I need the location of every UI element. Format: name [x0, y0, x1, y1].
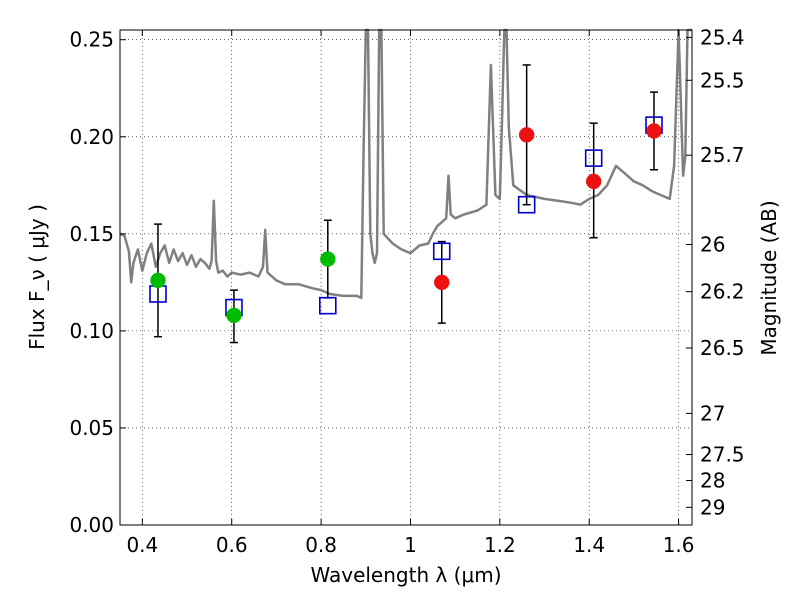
y-axis-label: Flux F_ν ( μJy ): [25, 204, 49, 350]
right-tick-label: 26.5: [700, 336, 745, 360]
x-tick-label: 1.2: [484, 533, 516, 557]
model-square-marker: [584, 149, 603, 167]
right-tick-label: 25.4: [700, 25, 745, 49]
model-square-marker: [517, 195, 536, 214]
y-tick-label: 0.15: [69, 222, 114, 246]
right-tick-label: 27.5: [700, 443, 745, 467]
x-tick-label: 0.4: [126, 533, 158, 557]
observed-circle-marker: [226, 307, 242, 324]
y-tick-label: 0.00: [69, 513, 114, 537]
x-axis-ticks: 0.4 0.6 0.8 1 1.2 1.4 1.6: [126, 30, 695, 557]
right-tick-label: 29: [700, 495, 725, 519]
plot-frame: [119, 29, 693, 526]
x-tick-label: 1.4: [573, 533, 605, 557]
y-tick-label: 0.05: [69, 416, 114, 440]
model-square-marker: [318, 296, 337, 315]
x-axis-label: Wavelength λ (μm): [310, 563, 501, 587]
y-tick-label: 0.25: [69, 28, 114, 52]
x-tick-label: 1: [404, 533, 417, 557]
right-tick-label: 26: [700, 233, 725, 257]
right-tick-label: 25.7: [700, 143, 745, 167]
right-tick-label: 28: [700, 469, 725, 493]
x-tick-label: 0.6: [216, 533, 248, 557]
x-tick-label: 0.8: [305, 533, 337, 557]
y-tick-label: 0.20: [69, 125, 114, 149]
x-tick-label: 1.6: [663, 533, 695, 557]
observed-circle-marker: [585, 173, 602, 190]
right-tick-label: 27: [700, 401, 725, 425]
y-axis-ticks: 0.00 0.05 0.10 0.15 0.20 0.25: [69, 28, 126, 537]
observed-circle-marker: [150, 272, 166, 289]
observed-circle-marker: [518, 127, 535, 143]
plot-background: [120, 30, 692, 525]
right-axis-label: Magnitude (AB): [757, 200, 781, 355]
spectrum-line: [119, 28, 692, 300]
observed-circle-marker: [646, 123, 662, 139]
observed-circles: [150, 123, 662, 324]
observed-circle-marker: [320, 251, 336, 267]
right-tick-label: 25.5: [700, 68, 745, 92]
spectrum-path: [119, 28, 692, 300]
observed-circle-marker: [434, 274, 450, 291]
right-tick-label: 26.2: [700, 280, 745, 304]
y-tick-label: 0.10: [69, 319, 114, 343]
model-square-marker: [432, 242, 451, 261]
